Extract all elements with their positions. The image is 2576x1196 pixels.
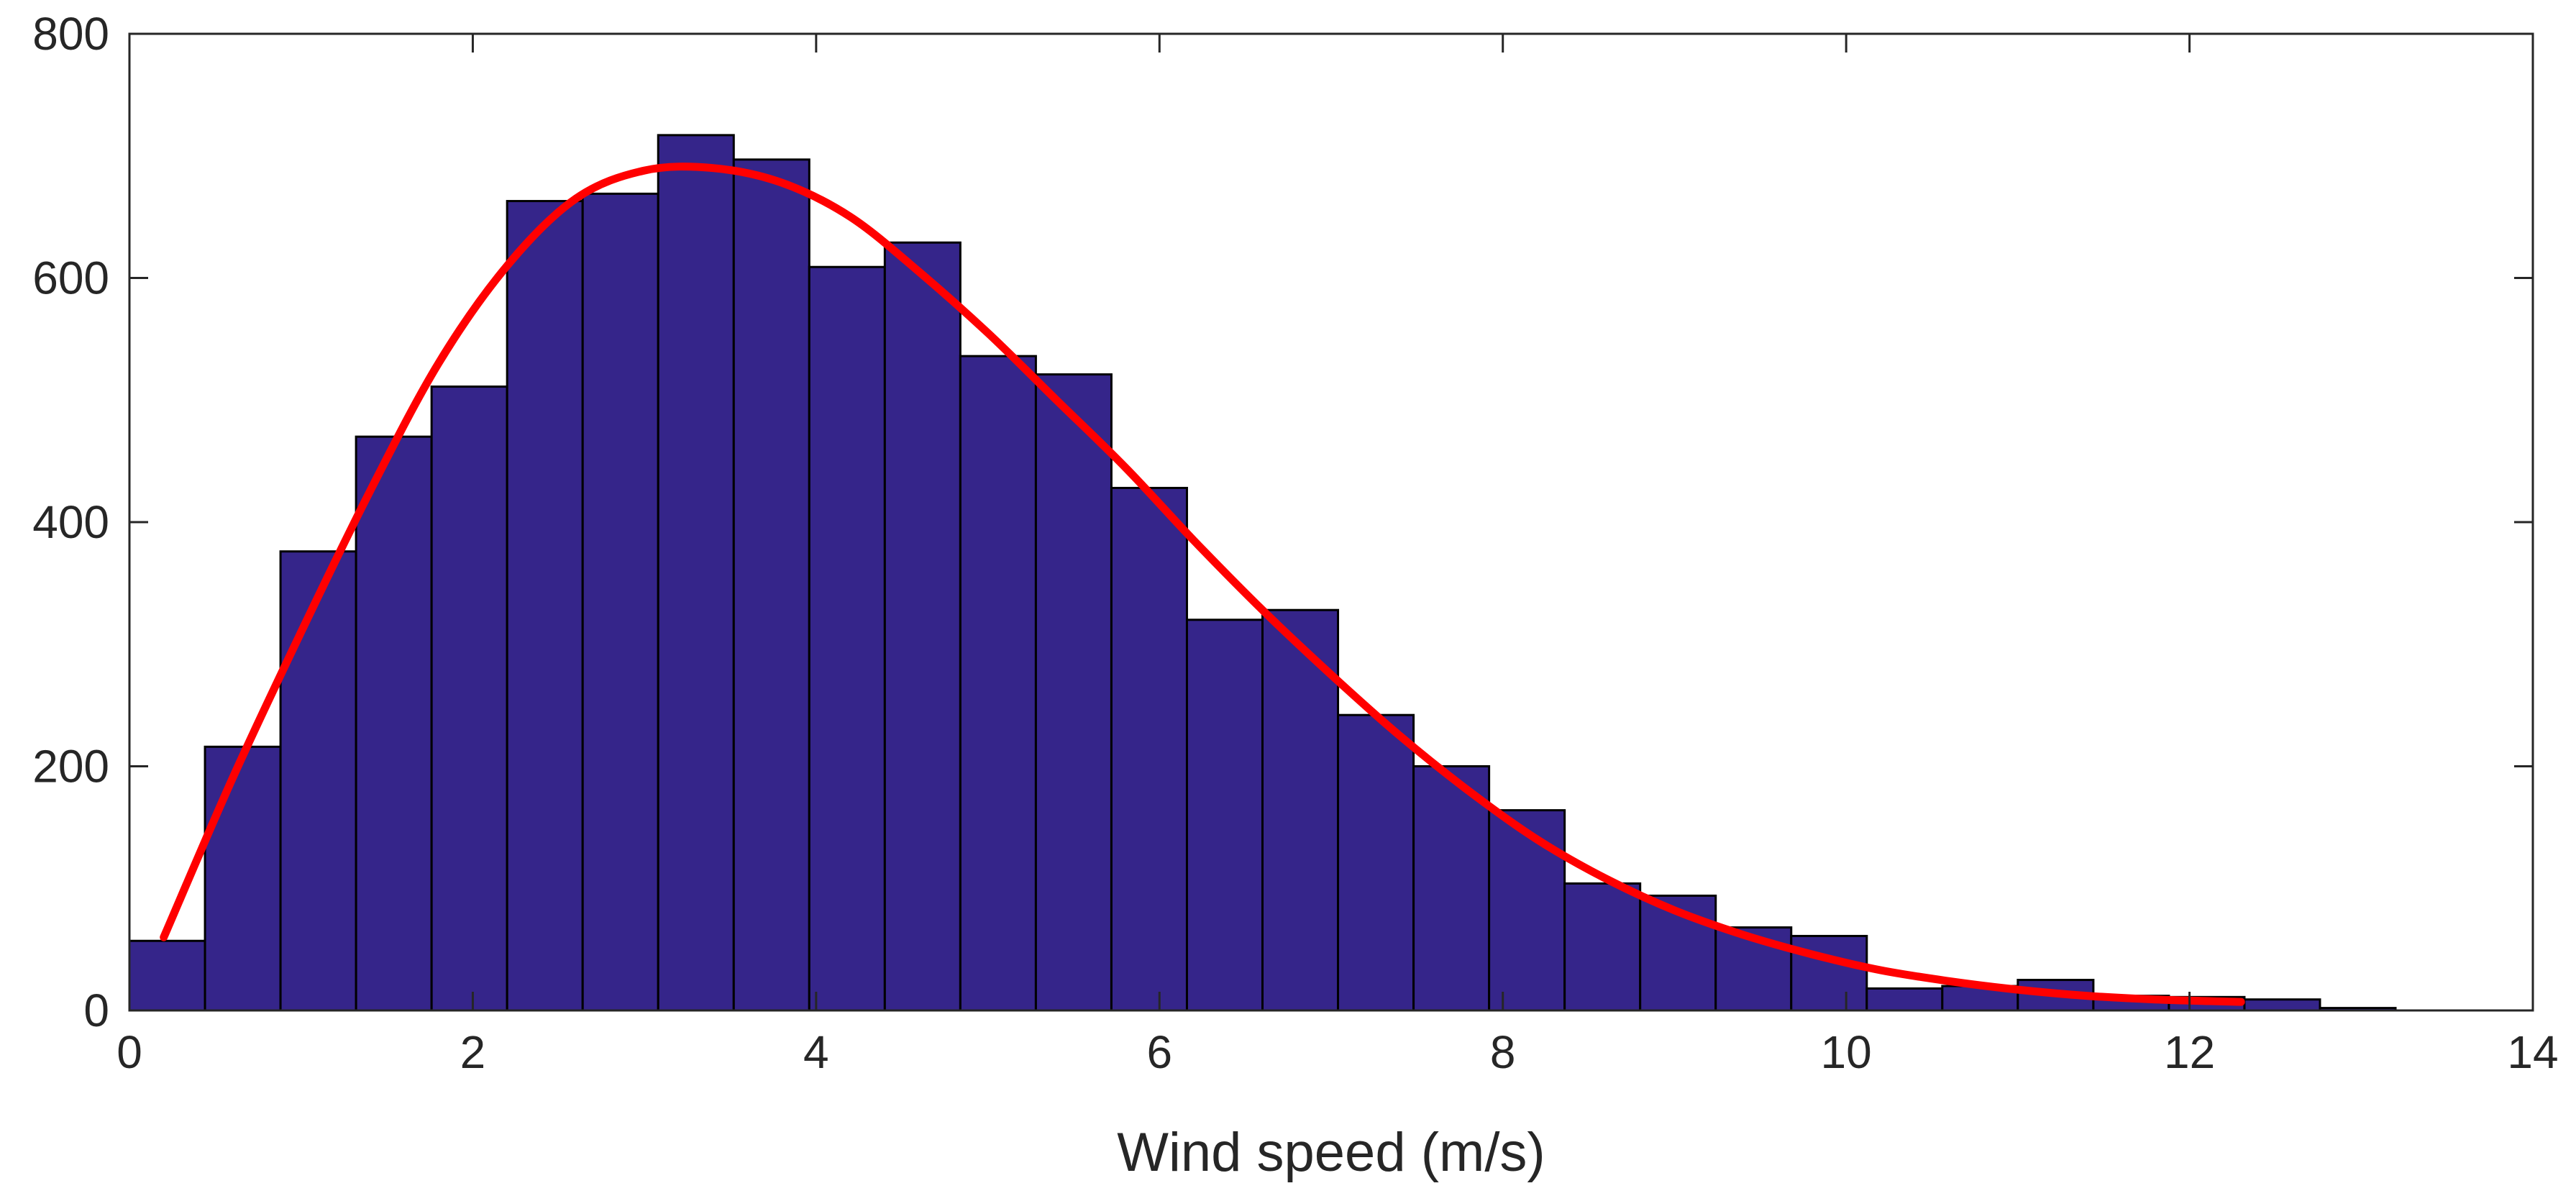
x-tick-label-5: 10 — [1821, 1026, 1872, 1078]
fitted-distribution-curve — [160, 163, 2245, 1006]
histogram-bar-18 — [1488, 809, 1566, 1012]
x-tick-label-0: 0 — [117, 1026, 142, 1078]
histogram-bar-2 — [279, 550, 357, 1012]
histogram-bar-0 — [128, 939, 206, 1012]
x-tick-label-1: 2 — [460, 1026, 486, 1078]
histogram-bar-23 — [1865, 987, 1944, 1012]
histogram-bar-22 — [1790, 934, 1868, 1012]
histogram-bar-19 — [1563, 882, 1642, 1012]
histogram-bar-28 — [2243, 998, 2321, 1012]
x-tick-label-6: 12 — [2164, 1026, 2215, 1078]
histogram-bar-17 — [1412, 765, 1491, 1012]
histogram-bar-12 — [1034, 373, 1113, 1012]
axis-ticks — [128, 32, 2534, 1012]
y-tick-label-4: 800 — [32, 8, 109, 60]
histogram-bar-13 — [1110, 486, 1188, 1012]
x-tick-label-7: 14 — [2507, 1026, 2558, 1078]
x-tick-label-3: 6 — [1146, 1026, 1172, 1078]
histogram-bar-10 — [883, 241, 962, 1012]
histogram-bar-14 — [1185, 618, 1264, 1012]
histogram-bar-6 — [581, 192, 659, 1012]
histogram-bar-1 — [204, 745, 282, 1012]
histogram-bar-9 — [808, 265, 886, 1012]
histogram-bar-5 — [506, 200, 584, 1012]
histogram-bar-8 — [732, 158, 810, 1012]
y-tick-label-3: 600 — [32, 252, 109, 304]
x-axis-title: Wind speed (m/s) — [1117, 1122, 1545, 1183]
histogram-bar-16 — [1337, 713, 1415, 1012]
histogram-bar-11 — [959, 355, 1037, 1012]
histogram-bar-3 — [355, 435, 433, 1012]
y-axis-tick-labels: 0 200 400 600 800 — [32, 8, 109, 1036]
y-tick-label-0: 0 — [83, 985, 109, 1036]
histogram-bar-4 — [430, 385, 508, 1012]
y-tick-label-1: 200 — [32, 741, 109, 793]
x-axis-tick-labels: 0 2 4 6 8 10 12 14 — [117, 1026, 2558, 1078]
histogram-bars — [128, 134, 2397, 1012]
y-tick-label-2: 400 — [32, 496, 109, 548]
histogram-bar-7 — [657, 134, 735, 1012]
histogram-bar-15 — [1261, 608, 1340, 1012]
x-tick-label-2: 4 — [803, 1026, 829, 1078]
x-tick-label-4: 8 — [1490, 1026, 1516, 1078]
